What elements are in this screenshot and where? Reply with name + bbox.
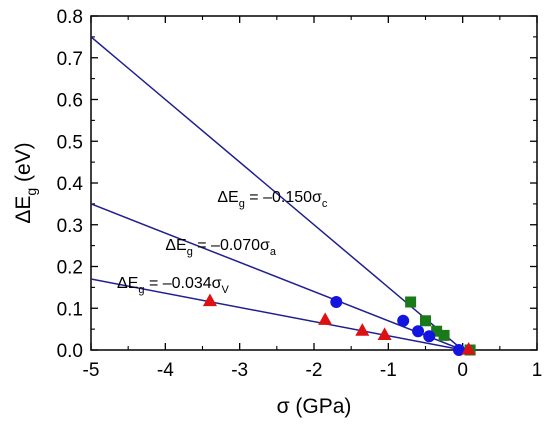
x-tick-labels: -5 -4 -3 -2 -1 0 1: [83, 360, 543, 381]
y-tick-labels: 0.0 0.1 0.2 0.3 0.4 0.5 0.6 0.7 0.8: [57, 7, 84, 362]
square-point: [405, 296, 417, 308]
triangle-point: [202, 293, 217, 307]
y-tick-label: 0.4: [57, 174, 84, 195]
x-tick-label: -4: [157, 360, 174, 381]
fit-annotation-V: ΔEg = –0.034σV: [117, 275, 230, 296]
axis-ticks: [90, 15, 538, 351]
x-tick-label: 0: [457, 360, 468, 381]
plot-frame: [90, 15, 538, 351]
x-tick-label: 1: [532, 360, 543, 381]
circle-point: [330, 295, 343, 308]
y-axis-title: ΔEg (eV): [12, 142, 39, 223]
x-tick-label: -5: [83, 360, 100, 381]
y-tick-label: 0.5: [57, 132, 83, 153]
y-tick-label: 0.6: [57, 91, 83, 112]
triangle-point: [377, 327, 392, 340]
fit-annotation-c: ΔEg = –0.150σc: [217, 189, 328, 210]
fit-annotations: ΔEg = –0.150σc ΔEg = –0.070σa ΔEg = –0.034…: [117, 189, 328, 296]
y-tick-label: 0.1: [57, 299, 83, 320]
y-tick-label: 0.7: [57, 49, 83, 70]
data-markers: [202, 293, 476, 356]
y-tick-label: 0.0: [57, 341, 83, 362]
x-axis-title: σ (GPa): [277, 395, 352, 418]
triangle-point: [355, 323, 370, 336]
square-point: [431, 325, 443, 337]
triangle-point: [461, 341, 476, 355]
circle-point: [452, 344, 465, 356]
y-tick-label: 0.3: [57, 216, 83, 237]
y-tick-label: 0.8: [57, 7, 83, 28]
triangle-point: [318, 312, 333, 325]
fit-annotation-a: ΔEg = –0.070σa: [165, 237, 277, 258]
x-tick-label: -1: [380, 360, 397, 381]
circle-point: [397, 314, 410, 327]
circle-point: [412, 325, 425, 338]
circle-point: [423, 330, 436, 343]
fit-line-V: [91, 278, 463, 350]
square-point: [438, 329, 450, 341]
square-point: [420, 315, 431, 327]
x-tick-label: -3: [231, 360, 248, 381]
fit-line-c: [91, 36, 464, 350]
x-tick-label: -2: [306, 360, 323, 381]
y-tick-label: 0.2: [57, 258, 83, 279]
